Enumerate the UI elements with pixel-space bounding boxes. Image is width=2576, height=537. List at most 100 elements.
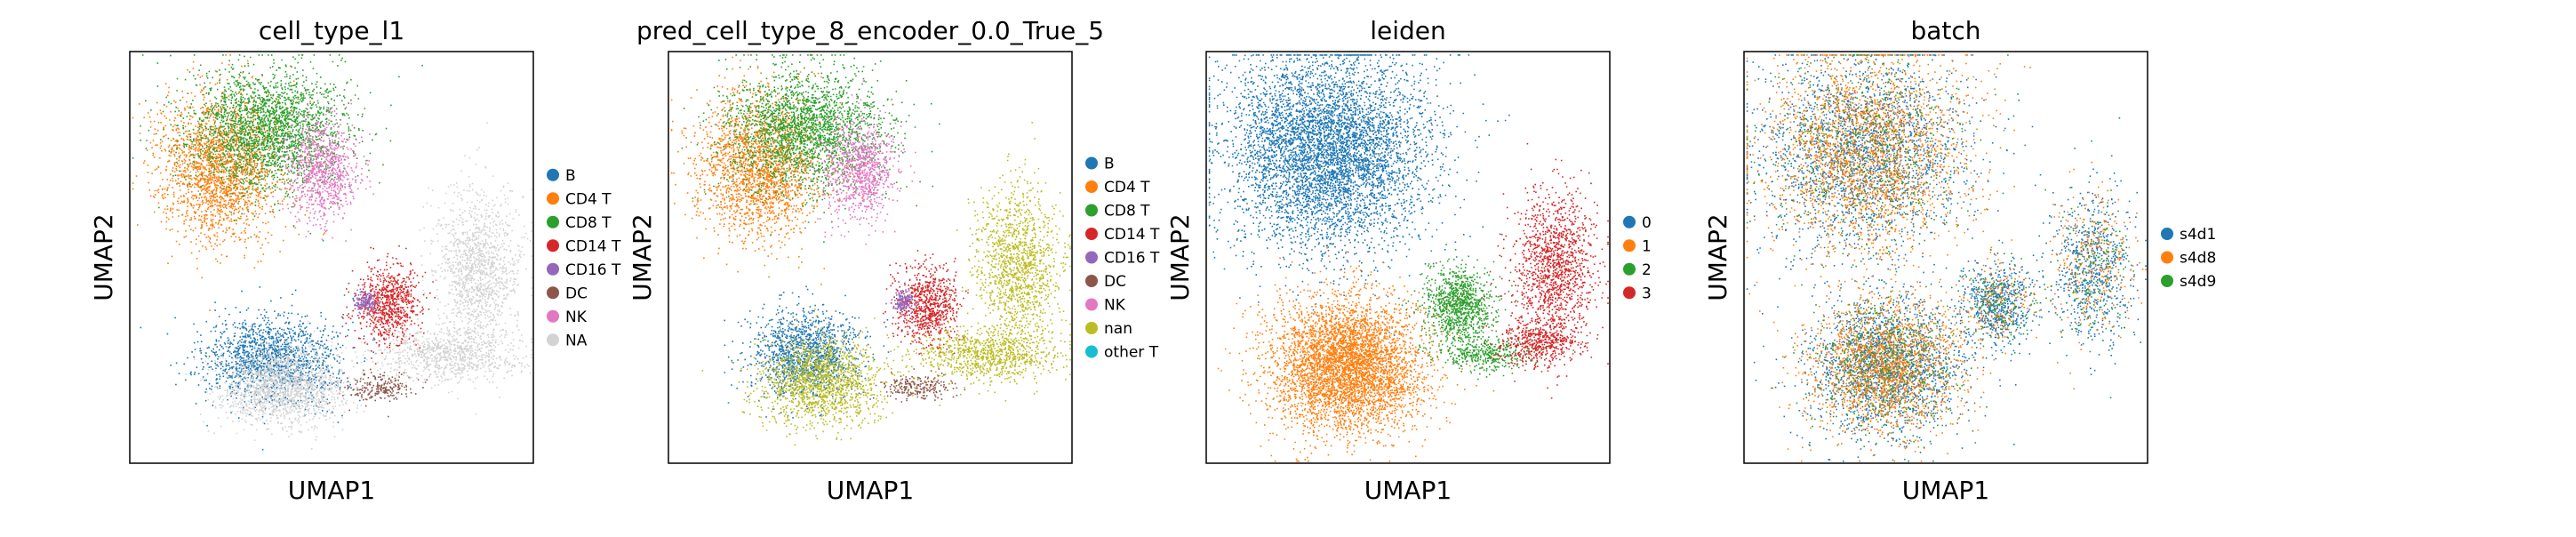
- point-cluster: [140, 286, 382, 451]
- point-cluster: [883, 250, 969, 370]
- legend-label: NK: [1104, 297, 1126, 315]
- x-axis-label: UMAP1: [288, 476, 376, 505]
- legend-label: s4d1: [2180, 226, 2216, 244]
- legend-label: s4d9: [2180, 273, 2216, 291]
- legend-item-cd16-t: CD16 T: [1085, 250, 1160, 268]
- legend-item-0: 0: [1623, 214, 1652, 232]
- point-cluster: [132, 54, 423, 242]
- legend-marker: [547, 239, 559, 252]
- legend-marker: [1085, 156, 1098, 170]
- point-cluster: [670, 54, 863, 285]
- legend-label: 0: [1642, 214, 1652, 232]
- series-cd16-t-points: [885, 288, 917, 316]
- point-cluster: [1208, 54, 1510, 336]
- y-axis-label: UMAP2: [628, 213, 657, 301]
- point-cluster: [885, 288, 917, 316]
- legend-item-other-t: other T: [1085, 344, 1159, 362]
- panel-title: pred_cell_type_8_encoder_0.0_True_5: [636, 16, 1104, 45]
- legend-marker: [547, 309, 559, 323]
- series-cd4-t-points: [670, 54, 863, 285]
- series-3-points: [1483, 142, 1609, 399]
- point-cluster: [1746, 54, 2026, 288]
- legend-label: 2: [1642, 261, 1652, 279]
- legend-item-cd8-t: CD8 T: [1085, 203, 1150, 220]
- point-cluster: [1401, 244, 1517, 357]
- axes-frame: [129, 51, 534, 464]
- series-nk-points: [788, 80, 916, 245]
- series-cd8-t-points: [132, 54, 423, 242]
- point-cluster: [1759, 251, 2007, 462]
- series-na-points: [185, 122, 532, 450]
- axes-frame: [668, 51, 1073, 464]
- legend-item-b: B: [1085, 156, 1115, 173]
- legend-label: DC: [565, 285, 588, 302]
- point-cluster: [245, 90, 374, 242]
- legend-marker: [1085, 228, 1098, 240]
- legend-label: other T: [1104, 344, 1159, 362]
- point-cluster: [2046, 161, 2147, 390]
- panel-0: cell_type_l1 UMAP1 UMAP2 B CD4 T CD8 T CD14 T C…: [89, 16, 621, 505]
- legend-label: B: [1104, 156, 1115, 173]
- legend-marker: [1085, 298, 1098, 311]
- point-cluster: [1217, 247, 1495, 462]
- series-nk-points: [245, 90, 374, 242]
- legend-marker: [1085, 180, 1098, 193]
- legend-label: CD14 T: [1104, 226, 1160, 244]
- legend-marker: [547, 168, 559, 181]
- legend-marker: [547, 215, 559, 228]
- point-cluster: [788, 80, 916, 245]
- legend-item-nk: NK: [547, 309, 588, 326]
- legend-label: CD16 T: [1104, 250, 1160, 268]
- point-cluster: [869, 368, 966, 403]
- panel-title: leiden: [1370, 16, 1446, 45]
- legend-label: CD16 T: [565, 261, 621, 279]
- scatter-points: [670, 54, 1071, 446]
- series-s4d9-points: [1746, 54, 2134, 462]
- legend-marker: [1623, 286, 1636, 300]
- legend-item-s4d9: s4d9: [2161, 273, 2216, 291]
- legend-marker: [1623, 262, 1636, 276]
- point-cluster: [886, 319, 1071, 406]
- legend-label: CD4 T: [1104, 179, 1150, 196]
- legend-label: DC: [1104, 273, 1126, 291]
- legend: 0 1 2 3: [1623, 214, 1652, 302]
- point-cluster: [309, 298, 532, 400]
- legend-item-2: 2: [1623, 261, 1652, 279]
- series-cd16-t-points: [352, 284, 380, 316]
- panel-title: batch: [1910, 16, 1980, 45]
- legend-label: B: [565, 167, 576, 185]
- legend: B CD4 T CD8 T CD14 T CD16 T DC NK NA: [547, 167, 621, 349]
- y-axis-label: UMAP2: [1165, 213, 1195, 301]
- legend-item-cd14-t: CD14 T: [1085, 226, 1160, 244]
- legend-item-dc: DC: [547, 285, 588, 302]
- legend-label: 1: [1642, 237, 1652, 255]
- legend: B CD4 T CD8 T CD14 T CD16 T DC NK nan other T: [1085, 156, 1160, 362]
- point-cluster: [1753, 228, 2017, 462]
- legend-label: CD14 T: [565, 237, 621, 255]
- legend-marker: [547, 333, 559, 347]
- series-dc-points: [869, 368, 966, 403]
- scatter-points: [1746, 54, 2147, 462]
- point-cluster: [724, 285, 890, 419]
- legend: s4d1 s4d8 s4d9: [2161, 226, 2216, 291]
- series-cd8-t-points: [681, 54, 940, 243]
- legend-label: CD8 T: [565, 214, 612, 232]
- y-axis-label: UMAP2: [89, 213, 118, 301]
- series-b-points: [140, 286, 382, 451]
- panel-title: cell_type_l1: [259, 16, 404, 45]
- legend-marker: [1085, 275, 1098, 287]
- series-b-points: [724, 285, 890, 419]
- legend-item-cd8-t: CD8 T: [547, 214, 612, 232]
- legend-marker: [1623, 215, 1636, 228]
- legend-item-cd16-t: CD16 T: [547, 261, 621, 279]
- legend-marker: [547, 262, 559, 276]
- x-axis-label: UMAP1: [1902, 476, 1990, 505]
- legend-item-s4d8: s4d8: [2161, 250, 2216, 268]
- scatter-points: [1208, 54, 1609, 462]
- legend-item-1: 1: [1623, 237, 1652, 255]
- series-0-points: [1208, 54, 1510, 336]
- legend-marker: [547, 192, 559, 205]
- legend-label: CD4 T: [565, 190, 612, 208]
- point-cluster: [419, 122, 532, 415]
